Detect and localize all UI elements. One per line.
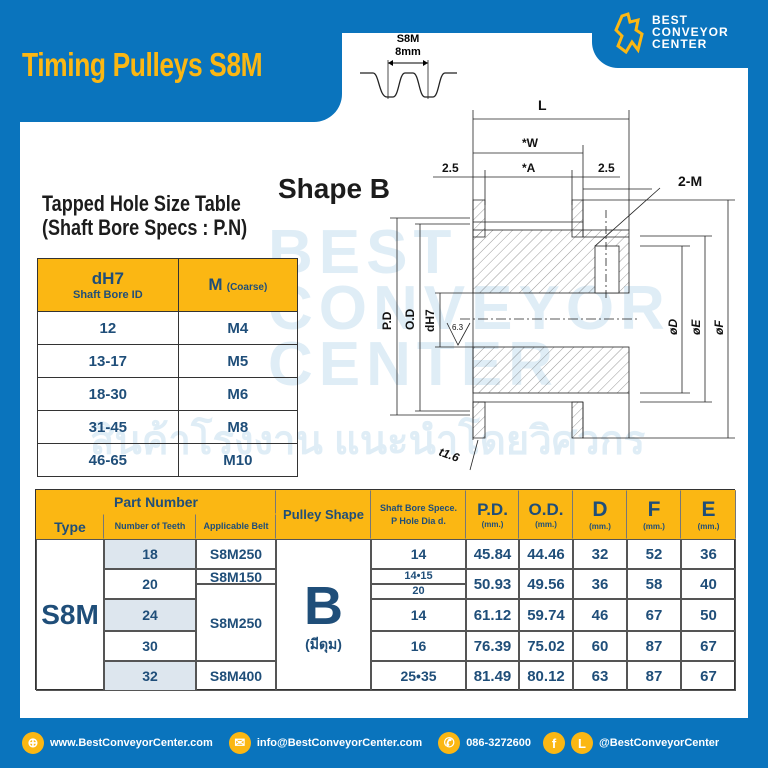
cell-pd: 45.84 [466,539,519,569]
cell-f: 67 [627,599,681,631]
cell-od: 75.02 [519,631,573,661]
dim-pd: P.D [380,311,394,330]
cell-f: 58 [627,569,681,599]
line-icon[interactable]: L [571,732,594,754]
shape-title: Shape B [278,173,390,204]
belt-profile-diagram: S8M 8mm [360,33,457,99]
mail-icon: ✉ [228,732,251,754]
teeth-cell: 32 [104,661,196,691]
bore-cell: 20 [371,584,466,599]
teeth-cell: 18 [104,539,196,569]
title-banner [0,0,342,122]
header-part-number: Part Number [36,490,276,514]
header-e: E (mm.) [681,490,736,539]
table-row: 13-17 M5 [37,344,299,378]
social-handle[interactable]: @BestConveyorCenter [599,737,720,749]
header-shape: Pulley Shape [276,490,371,539]
bore-cell: 14•15 [371,569,466,584]
cell-d: 32 [573,539,627,569]
cell-od: 59.74 [519,599,573,631]
dim-E: øE [689,319,703,335]
dim-right-gap: 2.5 [598,161,615,175]
cell-od: 80.12 [519,661,573,691]
spec-table: Part Number Type Number of Teeth Applica… [35,489,736,691]
bore-cell: 14 [371,599,466,631]
dim-L: L [538,97,547,113]
header-d: D (mm.) [573,490,627,539]
belt-name: S8M [397,33,420,45]
cell-f: 52 [627,539,681,569]
teeth-cell: 30 [104,631,196,661]
cell-e: 50 [681,599,736,631]
header-m: M (Coarse) [177,258,299,312]
table-row: 12 M4 [37,311,299,345]
belt-pitch: 8mm [395,46,421,58]
belt-cell: S8M250 [196,539,276,569]
dim-F: øF [712,320,726,335]
belt-cell: S8M400 [196,661,276,691]
tapped-table-title: Tapped Hole Size Table (Shaft Bore Specs … [42,191,248,240]
cell-d: 36 [573,569,627,599]
dim-flange: t1.6 [437,445,462,465]
brand-logo-text: BEST CONVEYOR CENTER [652,13,729,51]
header-od: O.D. (mm.) [519,490,573,539]
dim-2M: 2-M [678,173,702,189]
header-dh7: dH7 Shaft Bore ID [37,258,179,312]
belt-cell: S8M150 [196,569,276,584]
table-header-row: dH7 Shaft Bore ID M (Coarse) [37,258,299,312]
cell-pd: 81.49 [466,661,519,691]
globe-icon: ⊕ [22,732,44,754]
bore-cell: 16 [371,631,466,661]
teeth-cell: 24 [104,599,196,631]
cell-f: 87 [627,631,681,661]
cell-d: 46 [573,599,627,631]
table-row: 31-45 M8 [37,410,299,444]
website-link[interactable]: www.BestConveyorCenter.com [50,737,213,749]
belt-cell: S8M250 [196,584,276,661]
type-cell: S8M [36,539,104,691]
bore-cell: 14 [371,539,466,569]
cell-e: 36 [681,539,736,569]
tapped-hole-table: dH7 Shaft Bore ID M (Coarse) 12 M4 13-17 M5 … [37,258,299,477]
dim-od: O.D [403,308,417,330]
shape-cell: B (มีดุม) [276,539,371,691]
bore-cell: 25•35 [371,661,466,691]
cell-e: 67 [681,661,736,691]
facebook-icon[interactable]: f [543,732,566,754]
teeth-cell: 20 [104,569,196,599]
dim-dh7: dH7 [423,309,437,332]
table-row: 18-30 M6 [37,377,299,411]
table-row: 46-65 M10 [37,443,299,477]
cell-pd: 76.39 [466,631,519,661]
cell-d: 63 [573,661,627,691]
footer: ⊕ www.BestConveyorCenter.com ✉ info@Best… [22,728,719,758]
cell-od: 44.46 [519,539,573,569]
header-teeth: Number of Teeth [104,514,196,539]
dim-W: *W [522,136,539,150]
cell-d: 60 [573,631,627,661]
email-link[interactable]: info@BestConveyorCenter.com [256,737,423,749]
cell-pd: 61.12 [466,599,519,631]
phone-link[interactable]: 086-3272600 [466,737,532,749]
page-title: Timing Pulleys S8M [22,46,263,83]
header-belt: Applicable Belt [196,514,276,539]
dim-A: *A [522,161,536,175]
header-pd: P.D. (mm.) [466,490,519,539]
phone-icon: ✆ [438,732,461,754]
cell-od: 49.56 [519,569,573,599]
cell-e: 67 [681,631,736,661]
dim-left-gap: 2.5 [442,161,459,175]
header-type: Type [36,514,104,539]
header-f: F (mm.) [627,490,681,539]
cell-pd: 50.93 [466,569,519,599]
dim-D: øD [666,319,680,335]
logo-icon [614,12,644,54]
pulley-drawing: Shape B L *W *A 2.5 2.5 2-M 6.3 P.D O.D … [278,97,735,471]
roughness: 6.3 [452,323,464,332]
cell-e: 40 [681,569,736,599]
cell-f: 87 [627,661,681,691]
header-bore: Shaft Bore Spece. P Hole Dia d. [371,490,466,539]
